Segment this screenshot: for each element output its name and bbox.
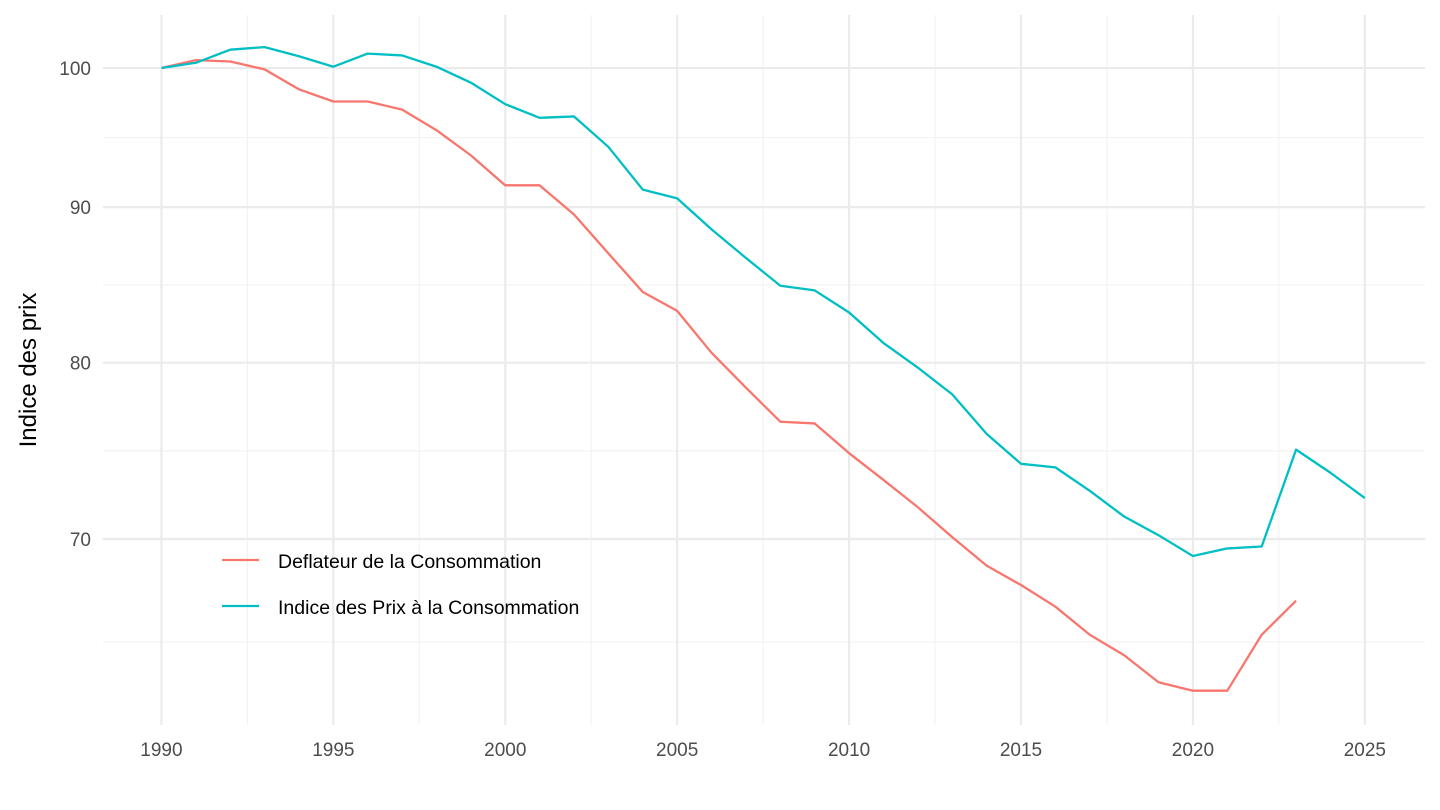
x-tick-label: 1990 (140, 740, 182, 761)
x-tick-label: 2025 (1344, 740, 1386, 761)
y-axis-title: Indice des prix (15, 293, 42, 448)
minor-x-gridlines (246, 15, 1280, 725)
x-tick-labels: 1990 1995 2000 2005 2010 2015 2020 2025 (140, 740, 1386, 761)
y-tick-label: 70 (70, 530, 91, 551)
x-tick-label: 1995 (312, 740, 354, 761)
major-x-gridlines (160, 15, 1366, 725)
y-tick-label: 90 (70, 198, 91, 219)
x-tick-label: 2015 (1000, 740, 1042, 761)
legend-item-deflateur[interactable]: Deflateur de la Consommation (222, 551, 541, 573)
x-tick-label: 2010 (828, 740, 870, 761)
x-tick-label: 2005 (656, 740, 698, 761)
legend: Deflateur de la Consommation Indice des … (222, 551, 579, 619)
y-tick-label: 100 (59, 59, 91, 80)
minor-y-gridlines (103, 137, 1425, 643)
major-y-gridlines (103, 66, 1425, 541)
legend-label-ipc: Indice des Prix à la Consommation (278, 597, 579, 619)
series-line-ipc (161, 45, 1366, 558)
x-tick-label: 2020 (1172, 740, 1214, 761)
legend-item-ipc[interactable]: Indice des Prix à la Consommation (222, 597, 579, 619)
y-tick-labels: 70 80 90 100 (59, 59, 91, 551)
x-tick-label: 2000 (484, 740, 526, 761)
series-layer (161, 45, 1366, 692)
legend-label-deflateur: Deflateur de la Consommation (278, 551, 541, 573)
series-line-deflateur (161, 59, 1297, 692)
y-tick-label: 80 (70, 354, 91, 375)
